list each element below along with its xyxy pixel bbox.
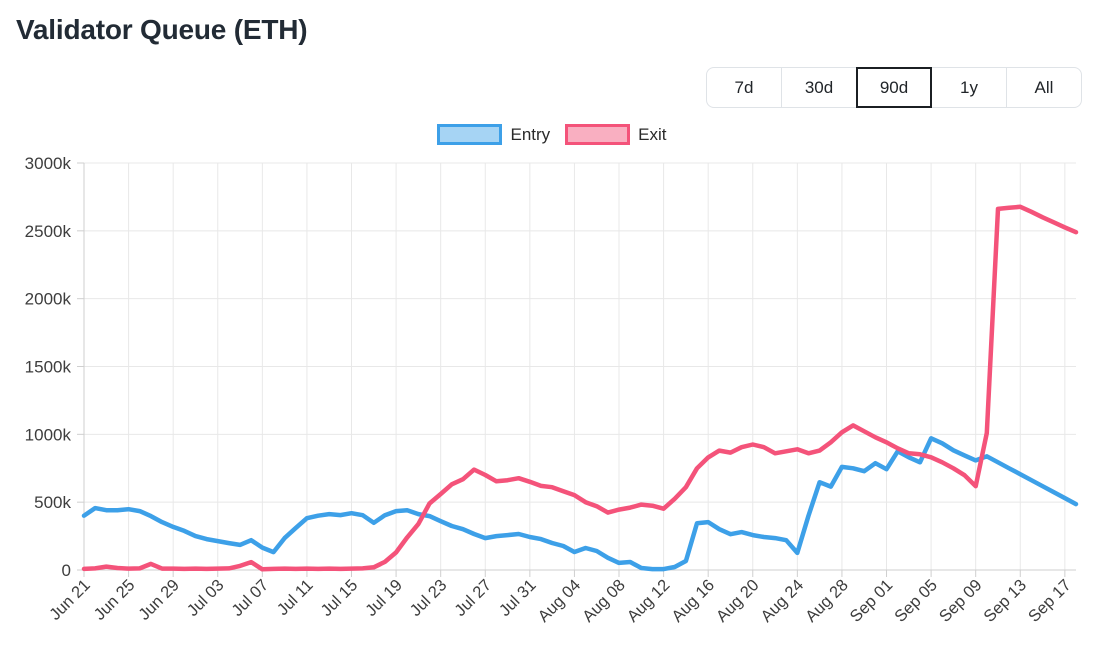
x-axis-label: Jun 29: [135, 576, 183, 624]
x-axis-label: Aug 28: [802, 576, 852, 626]
x-axis-label: Jul 03: [184, 576, 228, 620]
y-axis-label: 3000k: [25, 155, 72, 173]
y-axis-label: 2500k: [25, 222, 72, 241]
legend-swatch-exit: [565, 124, 631, 145]
y-axis-label: 1000k: [25, 425, 72, 444]
time-range-button-group: 7d 30d 90d 1y All: [706, 67, 1082, 108]
x-axis-label: Jul 31: [496, 576, 540, 620]
x-axis-label: Jul 07: [228, 576, 272, 620]
y-axis-label: 500k: [34, 493, 71, 512]
range-button-1y[interactable]: 1y: [931, 67, 1007, 108]
legend-label-entry: Entry: [510, 124, 551, 144]
legend-item-entry[interactable]: Entry: [437, 124, 550, 145]
legend-swatch-entry: [437, 124, 503, 145]
x-axis-label: Sep 05: [891, 576, 941, 626]
x-axis-label: Jul 11: [274, 576, 317, 619]
exit-line: [81, 204, 1079, 572]
x-axis-label: Aug 20: [713, 576, 763, 626]
x-axis-label: Aug 04: [535, 576, 585, 626]
range-button-all[interactable]: All: [1006, 67, 1082, 108]
x-axis-label: Sep 17: [1025, 576, 1075, 626]
x-axis-label: Sep 09: [936, 576, 986, 626]
x-axis-label: Jun 25: [91, 576, 139, 624]
x-axis-label: Aug 16: [668, 576, 718, 626]
x-axis-label: Jul 15: [317, 576, 361, 620]
range-button-7d[interactable]: 7d: [706, 67, 782, 108]
y-axis-label: 2000k: [25, 290, 72, 309]
legend-label-exit: Exit: [638, 124, 667, 144]
page-title: Validator Queue (ETH): [16, 14, 308, 45]
x-axis-label: Aug 24: [757, 576, 807, 626]
x-axis-label: Jul 19: [362, 576, 406, 620]
legend-item-exit[interactable]: Exit: [565, 124, 667, 145]
chart-legend: Entry Exit: [0, 124, 1104, 145]
x-axis-label: Jul 23: [407, 576, 451, 620]
x-axis-label: Sep 13: [980, 576, 1030, 626]
x-axis-label: Jul 27: [451, 576, 495, 620]
entry-line: [81, 436, 1079, 572]
x-axis-label: Aug 12: [624, 576, 674, 626]
y-axis-label: 1500k: [25, 358, 72, 377]
range-button-30d[interactable]: 30d: [781, 67, 857, 108]
x-axis-label: Jun 21: [46, 576, 94, 624]
range-button-90d[interactable]: 90d: [856, 67, 932, 108]
y-axis-label: 0: [62, 561, 71, 580]
x-axis-label: Sep 01: [847, 576, 897, 626]
x-axis-label: Aug 08: [579, 576, 629, 626]
